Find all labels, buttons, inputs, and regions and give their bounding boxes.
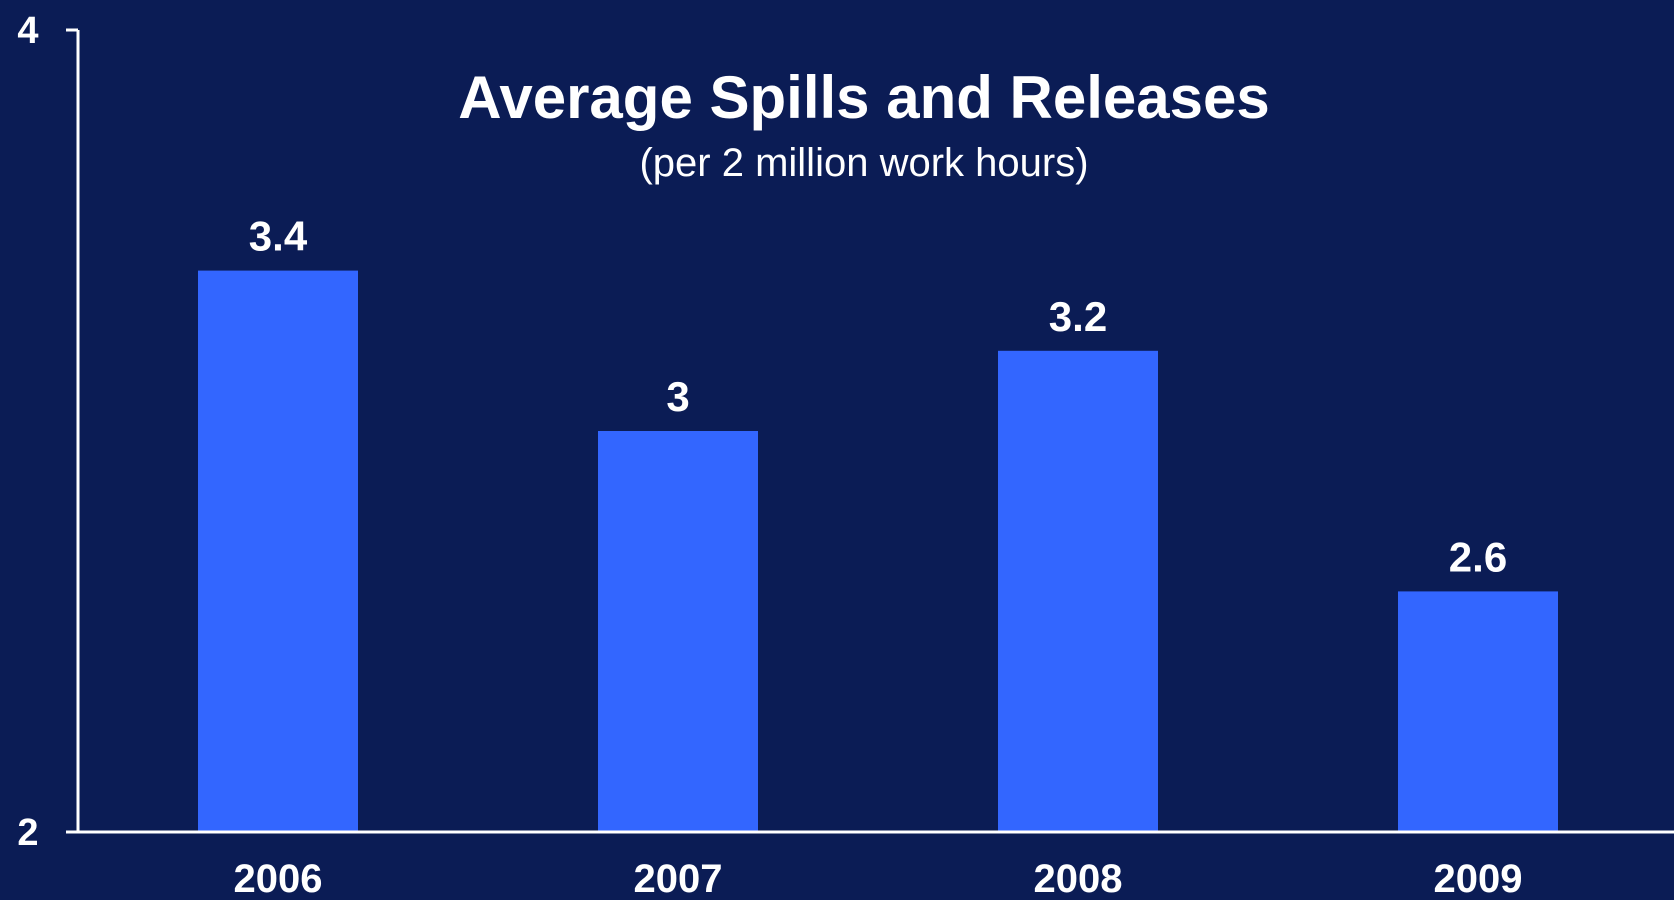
bar-2007 — [598, 431, 758, 832]
chart-title: Average Spills and Releases — [458, 64, 1270, 131]
chart-subtitle: (per 2 million work hours) — [639, 141, 1088, 185]
bar-2008 — [998, 350, 1158, 832]
y-tick-label-4: 4 — [17, 10, 38, 52]
x-tick-label-2007: 2007 — [634, 857, 723, 900]
bar-2009 — [1398, 591, 1558, 832]
data-label-2006: 3.4 — [249, 213, 308, 260]
x-tick-label-2008: 2008 — [1034, 857, 1123, 900]
data-label-2007: 3 — [666, 373, 689, 420]
bar-2006 — [198, 270, 358, 833]
bar-group — [198, 270, 1558, 833]
y-tick-label-2: 2 — [17, 812, 38, 854]
data-label-2008: 3.2 — [1049, 293, 1107, 340]
x-tick-label-2009: 2009 — [1434, 857, 1523, 900]
data-label-group: 3.4 3 3.2 2.6 — [249, 213, 1507, 581]
x-tick-label-2006: 2006 — [234, 857, 323, 900]
data-label-2009: 2.6 — [1449, 533, 1507, 580]
x-axis-tick-labels: 2006 2007 2008 2009 — [234, 857, 1523, 900]
